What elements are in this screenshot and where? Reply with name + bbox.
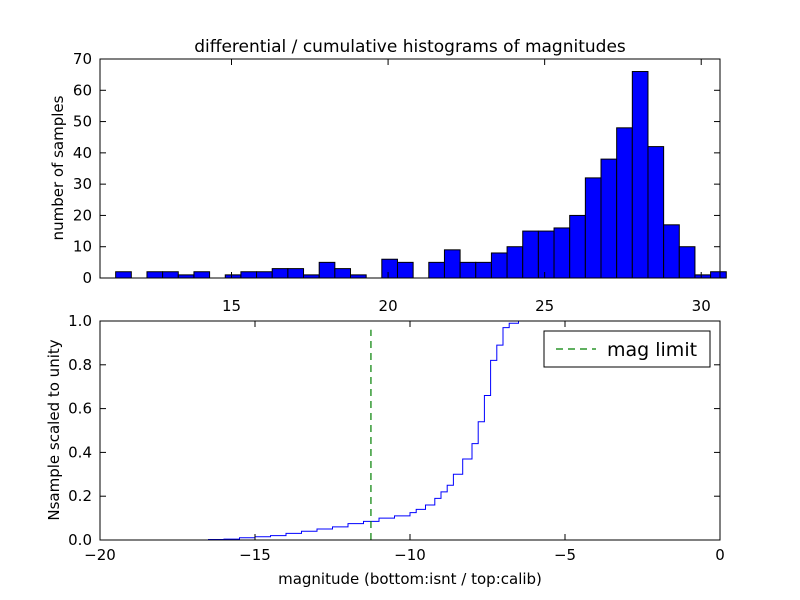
y-tick-label: 60 xyxy=(73,81,92,99)
y-tick-label: 40 xyxy=(73,144,92,162)
histogram-bar xyxy=(678,246,696,279)
y-tick-label: 0 xyxy=(82,269,92,287)
histogram-bar xyxy=(162,271,179,279)
histogram-bar xyxy=(287,268,305,279)
x-tick-label: −15 xyxy=(239,546,271,564)
cumulative-plot-frame xyxy=(99,320,721,541)
histogram-bar xyxy=(396,261,414,279)
histogram-bar xyxy=(428,261,445,279)
x-tick-label: 30 xyxy=(692,297,711,315)
x-tick-label: 15 xyxy=(222,297,241,315)
histogram-bar xyxy=(318,261,336,279)
y-tick-label: 1.0 xyxy=(68,312,92,330)
cumulative-step-line xyxy=(100,320,720,541)
histogram-bar xyxy=(600,158,618,279)
histogram-bar xyxy=(522,230,539,279)
y-tick-label: 0.2 xyxy=(68,487,92,505)
histogram-bar xyxy=(193,271,211,279)
histogram-bar xyxy=(553,227,571,279)
histogram-x-ticks: 15 20 25 30 xyxy=(222,59,711,315)
histogram-bar xyxy=(584,177,602,279)
legend-label: mag limit xyxy=(607,339,697,361)
histogram-bar xyxy=(631,71,649,279)
histogram-bar xyxy=(537,230,555,279)
histogram-bar xyxy=(647,146,665,279)
histogram-bar xyxy=(115,271,132,279)
histogram-bar xyxy=(475,261,492,279)
histogram-bar xyxy=(146,271,164,279)
y-tick-label: 0.8 xyxy=(68,356,92,374)
chart-title: differential / cumulative histograms of … xyxy=(194,37,626,57)
x-tick-label: −20 xyxy=(84,546,116,564)
y-tick-label: 0.4 xyxy=(68,443,92,461)
x-tick-label: 0 xyxy=(715,546,725,564)
histogram-bar xyxy=(443,249,461,279)
cumulative-x-ticks: −20 −15 −10 −5 0 xyxy=(84,321,725,564)
y-tick-label: 50 xyxy=(73,113,92,131)
x-tick-label: −10 xyxy=(394,546,426,564)
histogram-bar xyxy=(663,224,680,279)
x-tick-label: 20 xyxy=(379,297,398,315)
legend: mag limit xyxy=(543,330,711,368)
histogram-bar xyxy=(616,127,633,279)
y-tick-label: 20 xyxy=(73,206,92,224)
y-tick-label: 0.6 xyxy=(68,400,92,418)
histogram-bar xyxy=(506,246,524,279)
histogram-bar xyxy=(490,252,508,279)
cumulative-panel: 0.0 0.2 0.4 0.6 0.8 1.0 −20 −15 −10 −5 0 magnitud… xyxy=(45,312,725,588)
histogram-bar xyxy=(240,271,258,279)
cumulative-y-axis-label: Nsample scaled to unity xyxy=(45,339,63,520)
x-tick-label: 25 xyxy=(535,297,554,315)
y-tick-label: 30 xyxy=(73,175,92,193)
histogram-bar xyxy=(334,268,352,279)
histogram-y-ticks: 0 10 20 30 40 50 60 70 xyxy=(73,50,720,287)
histogram-panel: differential / cumulative histograms of … xyxy=(49,37,727,315)
histogram-plot-frame xyxy=(99,58,721,279)
histogram-bar xyxy=(381,258,398,279)
histogram-bar xyxy=(271,268,289,279)
histogram-y-axis-label: number of samples xyxy=(49,95,67,240)
histogram-bar xyxy=(459,261,477,279)
histogram-bar xyxy=(569,214,586,279)
histogram-bar xyxy=(710,271,727,279)
y-tick-label: 0.0 xyxy=(68,531,92,549)
cumulative-y-ticks: 0.0 0.2 0.4 0.6 0.8 1.0 xyxy=(68,312,720,549)
histogram-bar xyxy=(256,271,273,279)
y-tick-label: 10 xyxy=(73,238,92,256)
cumulative-x-axis-label: magnitude (bottom:isnt / top:calib) xyxy=(278,570,542,588)
x-tick-label: −5 xyxy=(554,546,576,564)
y-tick-label: 70 xyxy=(73,50,92,68)
